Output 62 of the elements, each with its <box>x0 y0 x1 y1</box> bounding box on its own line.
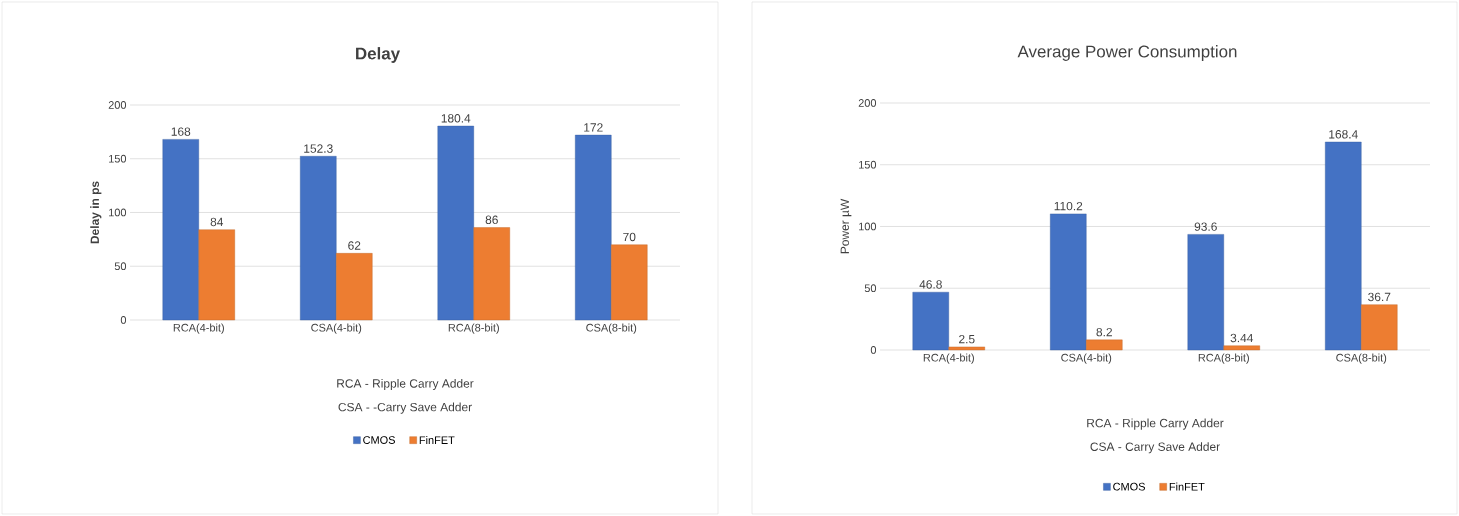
text: CSA - Carry Save Adder <box>1090 442 1220 454</box>
y-tick-label: 50 <box>114 262 127 271</box>
data-label: 172 <box>584 123 603 132</box>
x-tick-label: RCA(4-bit) <box>923 353 974 364</box>
x-tick-label: CSA(8-bit) <box>1336 353 1387 364</box>
x-tick-label: RCA(4-bit) <box>173 323 224 334</box>
data-label: 168.4 <box>1329 130 1358 139</box>
data-label: 152.3 <box>304 144 333 153</box>
y-tick-label: 200 <box>858 99 877 107</box>
y-axis-title: Delay in ps <box>90 181 102 244</box>
bar <box>473 227 510 321</box>
data-label: 84 <box>210 217 224 227</box>
y-axis-title: Power µW <box>840 198 852 254</box>
y-tick-label: 150 <box>859 160 877 169</box>
bar <box>162 139 199 321</box>
y-tick-label: 0 <box>870 346 877 354</box>
y-tick-label: 150 <box>109 154 127 163</box>
bar <box>437 125 474 321</box>
chart-title: Average Power Consumption <box>1017 45 1237 61</box>
bar <box>1086 339 1123 351</box>
text: RCA - Ripple Carry Adder <box>337 378 474 391</box>
bar <box>1325 141 1362 351</box>
x-tick-label: RCA(8-bit) <box>1198 353 1249 364</box>
data-label: 180.4 <box>441 114 471 123</box>
bar <box>1050 213 1087 351</box>
data-label: 46.8 <box>919 280 942 289</box>
text: CSA - -Carry Save Adder <box>338 402 472 414</box>
y-tick-label: 0 <box>120 316 127 324</box>
bar <box>1187 234 1224 351</box>
data-label: 3.44 <box>1230 333 1254 343</box>
legend-label: CMOS <box>363 436 395 444</box>
data-label: 70 <box>623 232 636 242</box>
y-tick-label: 50 <box>864 284 877 293</box>
bar <box>300 156 337 321</box>
bar <box>575 134 612 321</box>
data-label: 168 <box>171 127 191 136</box>
x-tick-label: CSA(8-bit) <box>586 323 637 334</box>
text: RCA - Ripple Carry Adder <box>1087 418 1224 430</box>
legend-label: FinFET <box>419 435 455 444</box>
x-tick-label: CSA(4-bit) <box>311 323 362 334</box>
bar <box>611 244 648 321</box>
bar <box>1223 345 1260 351</box>
bar <box>198 229 235 321</box>
bar <box>912 291 949 351</box>
x-tick-label: RCA(8-bit) <box>448 323 499 334</box>
legend-label: FinFET <box>1169 482 1205 491</box>
data-label: 86 <box>485 215 498 225</box>
bar <box>1361 304 1398 351</box>
y-tick-label: 100 <box>859 222 877 231</box>
data-label: 36.7 <box>1368 292 1391 302</box>
data-label: 62 <box>348 241 361 250</box>
data-label: 8.2 <box>1096 327 1112 337</box>
bar <box>948 346 985 351</box>
y-tick-label: 100 <box>109 208 127 217</box>
data-label: 2.5 <box>959 334 975 344</box>
y-tick-label: 200 <box>108 101 127 109</box>
data-label: 93.6 <box>1194 222 1217 231</box>
chart-title: Delay <box>356 47 401 63</box>
x-tick-label: CSA(4-bit) <box>1061 353 1112 364</box>
bar <box>336 253 373 321</box>
data-label: 110.2 <box>1054 201 1083 211</box>
legend-label: CMOS <box>1113 482 1145 491</box>
